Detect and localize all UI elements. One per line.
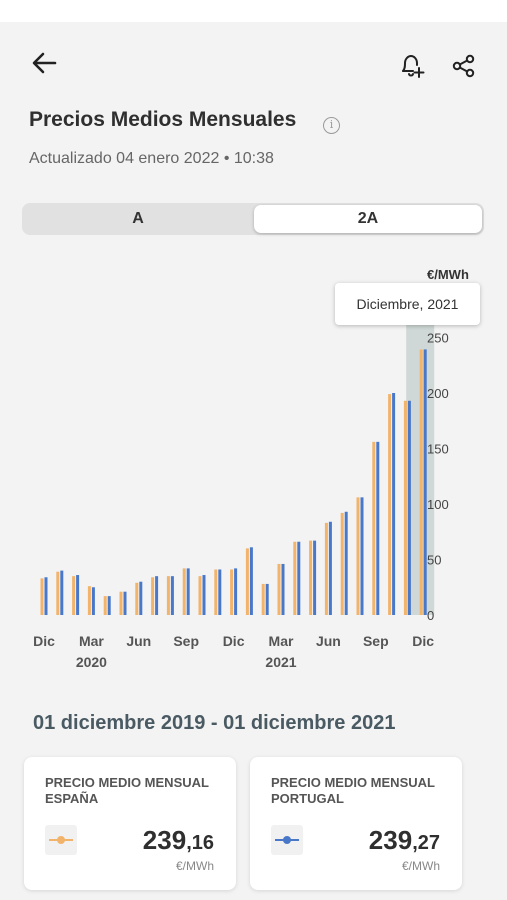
status-bar — [0, 0, 507, 22]
toggle-option-2a[interactable]: 2A — [254, 205, 482, 233]
bar-portugal — [344, 511, 348, 615]
bar-portugal — [376, 441, 380, 615]
bar-portugal — [139, 581, 143, 615]
bar-portugal — [202, 575, 206, 615]
monthly-price-chart[interactable]: 0 50 100 150 200 250 Dic Mar Jun Sep Dic Mar Jun Sep D… — [0, 320, 507, 680]
toggle-option-a[interactable]: A — [132, 210, 144, 227]
bar-spain — [230, 569, 234, 615]
updated-timestamp: Actualizado 04 enero 2022 • 10:38 — [29, 150, 274, 167]
bar-spain — [135, 582, 139, 615]
bar-spain — [72, 576, 76, 615]
chart-tooltip: Diciembre, 2021 — [335, 283, 480, 325]
bar-portugal — [123, 591, 127, 615]
bar-spain — [293, 541, 297, 615]
bar-spain — [245, 548, 249, 615]
bar-spain — [119, 591, 123, 615]
bar-spain — [151, 577, 155, 615]
share-icon[interactable] — [451, 53, 477, 79]
bar-spain — [182, 568, 186, 615]
bar-spain — [324, 522, 328, 615]
tariff-toggle: A 2A — [22, 203, 484, 235]
y-tick-label: 100 — [427, 497, 449, 512]
x-year-label: 2020 — [76, 654, 107, 670]
y-tick-label: 200 — [427, 386, 449, 401]
bar-portugal — [91, 587, 95, 615]
x-year-label: 2021 — [265, 654, 296, 670]
bar-portugal — [44, 577, 48, 615]
spain-legend-icon — [45, 825, 77, 855]
bar-spain — [198, 576, 202, 615]
bar-portugal — [328, 521, 332, 615]
bar-portugal — [107, 596, 111, 615]
bar-portugal — [218, 569, 222, 615]
info-icon[interactable]: i — [323, 117, 340, 134]
bar-spain — [309, 540, 313, 615]
bar-portugal — [76, 575, 80, 615]
bar-portugal — [170, 576, 174, 615]
x-tick-label: Dic — [33, 633, 55, 649]
portugal-legend-icon — [271, 825, 303, 855]
date-range: 01 diciembre 2019 - 01 diciembre 2021 — [33, 712, 396, 734]
y-tick-label: 150 — [427, 442, 449, 457]
bar-spain — [87, 586, 91, 615]
bar-spain — [388, 394, 392, 615]
bar-spain — [277, 563, 281, 615]
bar-spain — [340, 512, 344, 615]
bar-portugal — [297, 541, 301, 615]
x-tick-label: Jun — [126, 633, 151, 649]
bar-portugal — [234, 568, 238, 615]
portugal-price-card: PRECIO MEDIO MENSUAL PORTUGAL 239,27 €/M… — [250, 757, 462, 890]
x-tick-label: Mar — [79, 633, 104, 649]
bar-spain — [56, 571, 60, 615]
portugal-price-value: 239,27 — [368, 825, 440, 855]
x-tick-label: Dic — [223, 633, 245, 649]
bar-spain — [166, 576, 170, 615]
x-tick-label: Sep — [173, 633, 199, 649]
x-tick-label: Dic — [412, 633, 434, 649]
bar-spain — [214, 569, 218, 615]
bar-portugal — [186, 568, 190, 615]
bar-portugal — [392, 393, 396, 615]
bar-portugal — [360, 497, 364, 615]
spain-card-title: PRECIO MEDIO MENSUAL ESPAÑA — [45, 775, 209, 806]
bar-spain — [261, 583, 265, 615]
bar-spain — [403, 400, 407, 615]
x-tick-label: Mar — [269, 633, 294, 649]
bar-portugal — [265, 583, 269, 615]
bar-spain — [103, 596, 107, 615]
bell-plus-icon[interactable] — [398, 52, 426, 80]
bar-portugal — [281, 563, 285, 615]
bar-spain — [372, 441, 376, 615]
bar-spain — [356, 497, 360, 615]
bar-portugal — [249, 547, 253, 615]
y-tick-label: 0 — [427, 608, 434, 623]
x-tick-label: Sep — [363, 633, 389, 649]
y-tick-label: 250 — [427, 331, 449, 346]
spain-price-unit: €/MWh — [175, 859, 214, 873]
bar-portugal — [423, 349, 427, 615]
y-axis-unit: €/MWh — [427, 267, 469, 282]
bar-portugal — [313, 540, 317, 615]
bar-spain — [419, 349, 423, 615]
bar-spain — [40, 578, 44, 615]
bar-portugal — [60, 570, 64, 615]
spain-price-value: 239,16 — [142, 825, 214, 855]
x-tick-label: Jun — [316, 633, 341, 649]
spain-price-card: PRECIO MEDIO MENSUAL ESPAÑA 239,16 €/MWh — [24, 757, 236, 890]
y-tick-label: 50 — [427, 553, 441, 568]
bar-portugal — [407, 400, 411, 615]
bar-portugal — [155, 576, 159, 615]
page-title: Precios Medios Mensuales — [29, 108, 297, 131]
portugal-price-unit: €/MWh — [401, 859, 440, 873]
arrow-left-icon[interactable] — [30, 50, 58, 76]
portugal-card-title: PRECIO MEDIO MENSUAL PORTUGAL — [271, 775, 435, 806]
